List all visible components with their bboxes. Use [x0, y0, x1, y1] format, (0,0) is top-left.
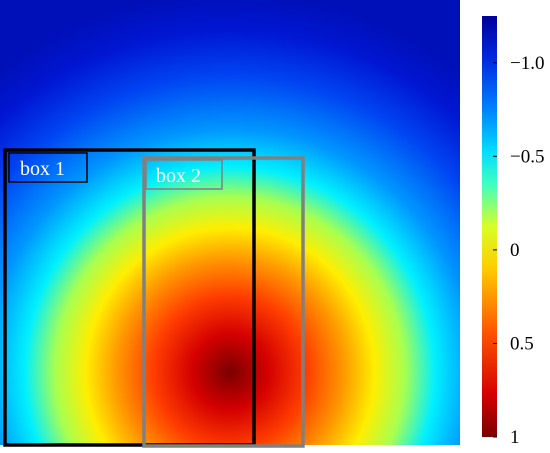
box-1-outline — [3, 148, 256, 447]
colorbar-tick-label: −0.5 — [510, 146, 544, 167]
colorbar: −1.0 −0.5 0 0.5 1 — [482, 16, 544, 448]
box-1-label-frame — [8, 152, 88, 183]
box-2-outline — [142, 156, 305, 448]
heatmap-field — [0, 0, 460, 445]
colorbar-strip — [482, 16, 497, 437]
box-1-label: box 1 — [20, 158, 65, 180]
colorbar-ticks: −1.0 −0.5 0 0.5 1 — [493, 53, 544, 448]
box-2: box 2 — [142, 156, 305, 448]
box-1: box 1 — [3, 148, 256, 447]
colorbar-tick-label: 1 — [510, 427, 520, 448]
box-2-label: box 2 — [156, 165, 201, 187]
colorbar-tick-label: 0.5 — [510, 333, 534, 354]
box-2-label-frame — [145, 159, 223, 190]
colorbar-tick-label: 0 — [510, 240, 520, 261]
colorbar-tick-label: −1.0 — [510, 53, 544, 74]
